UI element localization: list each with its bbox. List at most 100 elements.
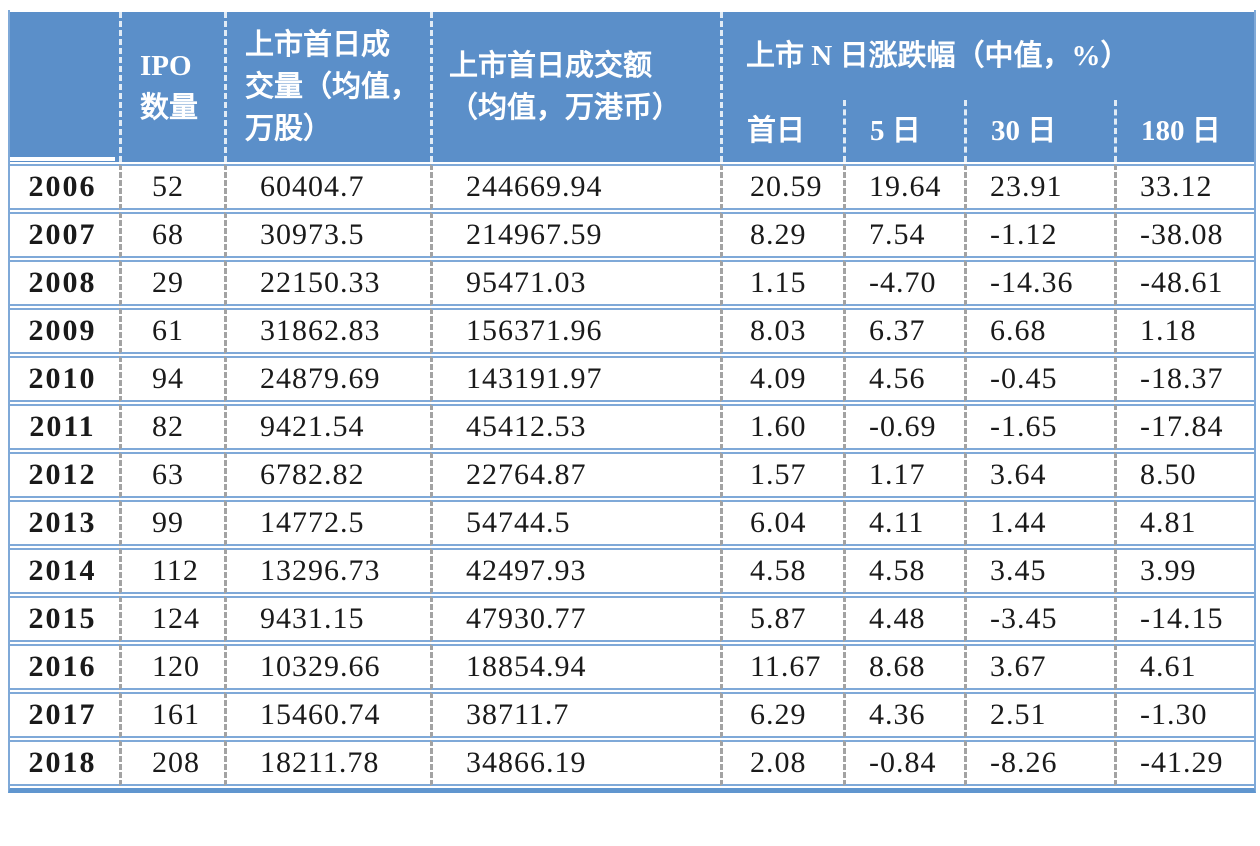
- stub-header-cell: [10, 12, 119, 162]
- table-row: 2017 161 15460.74 38711.7 6.29 4.36 2.51…: [10, 692, 1255, 738]
- first-day-volume-cell: 18211.78: [224, 740, 430, 786]
- first-day-turnover-cell: 34866.19: [430, 740, 720, 786]
- change-180-day-cell: -18.37: [1114, 356, 1255, 402]
- change-180-day-cell: -38.08: [1114, 212, 1255, 258]
- change-5-day-cell: 19.64: [843, 164, 964, 210]
- subcol-header-180-day: 180 日: [1114, 100, 1254, 162]
- subcol-header-5-day: 5 日: [843, 100, 964, 162]
- n-day-change-subheader-row: 首日 5 日 30 日 180 日: [723, 100, 1254, 162]
- first-day-volume-cell: 60404.7: [224, 164, 430, 210]
- n-day-change-group-title: 上市 N 日涨跌幅（中值，%）: [746, 39, 1130, 72]
- ipo-count-cell: 68: [119, 212, 224, 258]
- change-first-day-cell: 8.03: [720, 308, 843, 354]
- col-header-ipo-count: IPO 数量: [119, 12, 224, 162]
- year-cell: 2015: [10, 596, 119, 642]
- change-30-day-cell: 3.64: [964, 452, 1114, 498]
- first-day-turnover-cell: 54744.5: [430, 500, 720, 546]
- change-5-day-cell: 4.58: [843, 548, 964, 594]
- change-first-day-cell: 6.04: [720, 500, 843, 546]
- first-day-volume-cell: 9431.15: [224, 596, 430, 642]
- col-header-first-day-volume: 上市首日成 交量（均值， 万股）: [224, 12, 430, 162]
- first-day-volume-header-label: 上市首日成 交量（均值， 万股）: [245, 28, 420, 146]
- change-180-day-cell: 8.50: [1114, 452, 1255, 498]
- ipo-count-cell: 161: [119, 692, 224, 738]
- change-180-day-cell: 4.81: [1114, 500, 1255, 546]
- change-30-day-cell: 3.67: [964, 644, 1114, 690]
- change-first-day-cell: 1.60: [720, 404, 843, 450]
- change-first-day-cell: 5.87: [720, 596, 843, 642]
- change-first-day-cell: 1.15: [720, 260, 843, 306]
- first-day-volume-cell: 31862.83: [224, 308, 430, 354]
- first-day-volume-cell: 22150.33: [224, 260, 430, 306]
- change-5-day-cell: 1.17: [843, 452, 964, 498]
- table-row: 2011 82 9421.54 45412.53 1.60 -0.69 -1.6…: [10, 404, 1255, 450]
- ipo-count-cell: 124: [119, 596, 224, 642]
- first-day-volume-cell: 30973.5: [224, 212, 430, 258]
- ipo-count-cell: 120: [119, 644, 224, 690]
- change-180-day-cell: -14.15: [1114, 596, 1255, 642]
- table-row: 2009 61 31862.83 156371.96 8.03 6.37 6.6…: [10, 308, 1255, 354]
- year-cell: 2011: [10, 404, 119, 450]
- table-row: 2018 208 18211.78 34866.19 2.08 -0.84 -8…: [10, 740, 1255, 786]
- ipo-count-cell: 112: [119, 548, 224, 594]
- first-day-turnover-cell: 156371.96: [430, 308, 720, 354]
- change-180-day-cell: 3.99: [1114, 548, 1255, 594]
- change-180-day-cell: -17.84: [1114, 404, 1255, 450]
- change-30-day-cell: -3.45: [964, 596, 1114, 642]
- ipo-count-cell: 82: [119, 404, 224, 450]
- table-row: 2007 68 30973.5 214967.59 8.29 7.54 -1.1…: [10, 212, 1255, 258]
- ipo-count-cell: 52: [119, 164, 224, 210]
- change-5-day-cell: 6.37: [843, 308, 964, 354]
- change-180-day-cell: -1.30: [1114, 692, 1255, 738]
- change-180-day-cell: 33.12: [1114, 164, 1255, 210]
- header-row: IPO 数量 上市首日成 交量（均值， 万股） 上市首日成交额 （均值，万港币）…: [10, 12, 1255, 162]
- first-day-turnover-cell: 95471.03: [430, 260, 720, 306]
- ipo-count-cell: 29: [119, 260, 224, 306]
- table-row: 2014 112 13296.73 42497.93 4.58 4.58 3.4…: [10, 548, 1255, 594]
- year-cell: 2014: [10, 548, 119, 594]
- change-5-day-cell: 4.36: [843, 692, 964, 738]
- ipo-count-header-label: IPO 数量: [140, 49, 199, 124]
- first-day-volume-cell: 13296.73: [224, 548, 430, 594]
- change-30-day-cell: 23.91: [964, 164, 1114, 210]
- change-5-day-cell: -0.69: [843, 404, 964, 450]
- change-180-day-cell: 4.61: [1114, 644, 1255, 690]
- first-day-turnover-cell: 47930.77: [430, 596, 720, 642]
- change-30-day-cell: 6.68: [964, 308, 1114, 354]
- table-body: 2006 52 60404.7 244669.94 20.59 19.64 23…: [10, 164, 1255, 786]
- first-day-volume-cell: 10329.66: [224, 644, 430, 690]
- subcol-header-30-day: 30 日: [964, 100, 1114, 162]
- first-day-turnover-cell: 42497.93: [430, 548, 720, 594]
- ipo-count-cell: 99: [119, 500, 224, 546]
- change-first-day-cell: 20.59: [720, 164, 843, 210]
- first-day-turnover-cell: 244669.94: [430, 164, 720, 210]
- table-row: 2015 124 9431.15 47930.77 5.87 4.48 -3.4…: [10, 596, 1255, 642]
- year-cell: 2018: [10, 740, 119, 786]
- first-day-volume-cell: 9421.54: [224, 404, 430, 450]
- change-30-day-cell: 2.51: [964, 692, 1114, 738]
- change-30-day-cell: 1.44: [964, 500, 1114, 546]
- table-row: 2016 120 10329.66 18854.94 11.67 8.68 3.…: [10, 644, 1255, 690]
- table-header: IPO 数量 上市首日成 交量（均值， 万股） 上市首日成交额 （均值，万港币）…: [10, 12, 1255, 162]
- first-day-turnover-cell: 38711.7: [430, 692, 720, 738]
- change-first-day-cell: 11.67: [720, 644, 843, 690]
- ipo-count-cell: 208: [119, 740, 224, 786]
- year-cell: 2012: [10, 452, 119, 498]
- change-first-day-cell: 4.09: [720, 356, 843, 402]
- ipo-statistics-table: IPO 数量 上市首日成 交量（均值， 万股） 上市首日成交额 （均值，万港币）…: [10, 10, 1255, 788]
- change-first-day-cell: 6.29: [720, 692, 843, 738]
- first-day-turnover-cell: 143191.97: [430, 356, 720, 402]
- first-day-volume-cell: 6782.82: [224, 452, 430, 498]
- table-row: 2008 29 22150.33 95471.03 1.15 -4.70 -14…: [10, 260, 1255, 306]
- n-day-change-group-wrap: 上市 N 日涨跌幅（中值，%） 首日 5 日 30 日 180 日: [723, 12, 1254, 162]
- change-30-day-cell: -1.65: [964, 404, 1114, 450]
- first-day-turnover-cell: 22764.87: [430, 452, 720, 498]
- year-cell: 2007: [10, 212, 119, 258]
- year-cell: 2009: [10, 308, 119, 354]
- change-180-day-cell: 1.18: [1114, 308, 1255, 354]
- change-30-day-cell: -8.26: [964, 740, 1114, 786]
- change-first-day-cell: 2.08: [720, 740, 843, 786]
- first-day-volume-cell: 14772.5: [224, 500, 430, 546]
- change-5-day-cell: 4.56: [843, 356, 964, 402]
- ipo-count-cell: 61: [119, 308, 224, 354]
